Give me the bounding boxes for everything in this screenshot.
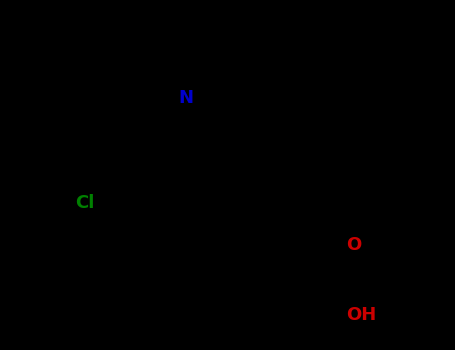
Text: O: O bbox=[347, 236, 362, 254]
Text: Cl: Cl bbox=[75, 194, 95, 212]
Text: OH: OH bbox=[347, 306, 377, 324]
Text: N: N bbox=[178, 89, 193, 107]
